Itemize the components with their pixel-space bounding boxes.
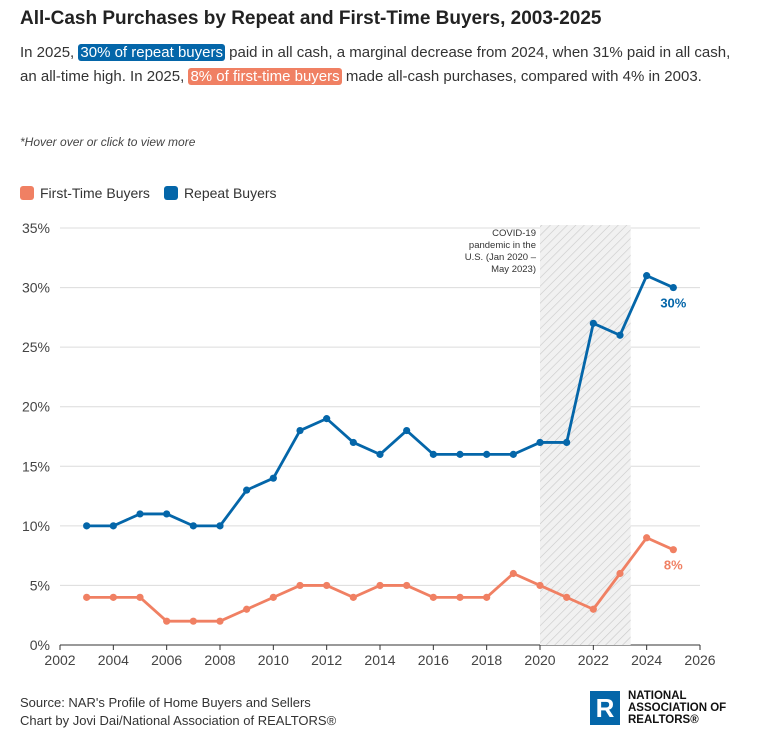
repeat-data-point[interactable]: [669, 283, 677, 292]
repeat-data-point[interactable]: [563, 438, 571, 447]
first-time-data-point[interactable]: [376, 581, 384, 590]
x-tick-label: 2022: [578, 652, 609, 668]
covid-annotation-line: COVID-19: [492, 228, 536, 239]
y-tick-label: 10%: [22, 518, 50, 534]
legend-swatch-repeat: [163, 186, 178, 200]
repeat-data-point[interactable]: [616, 331, 624, 339]
first-time-data-point[interactable]: [429, 593, 437, 601]
repeat-data-point[interactable]: [403, 426, 411, 435]
first-time-data-point[interactable]: [269, 593, 277, 601]
first-time-data-point[interactable]: [296, 581, 304, 590]
legend-label-repeat: Repeat Buyers: [183, 185, 277, 201]
repeat-data-point[interactable]: [429, 450, 437, 458]
first-time-data-point[interactable]: [189, 617, 197, 625]
x-tick-label: 2024: [631, 652, 662, 668]
x-tick-label: 2014: [364, 652, 395, 668]
y-tick-label: 35%: [22, 220, 50, 236]
first-time-data-point[interactable]: [456, 593, 464, 601]
source-text: Source: NAR's Profile of Home Buyers and…: [20, 695, 311, 710]
legend-item-repeat[interactable]: Repeat Buyers: [163, 185, 277, 201]
chart-subtitle: In 2025, 30% of repeat buyers paid in al…: [20, 41, 745, 89]
first-time-data-point[interactable]: [669, 546, 677, 554]
first-time-end-label: 8%: [664, 558, 683, 573]
x-tick-label: 2026: [684, 652, 715, 668]
logo-line-2: ASSOCIATION OF: [628, 702, 727, 714]
repeat-data-point[interactable]: [216, 522, 224, 530]
covid-shaded-region[interactable]: [540, 225, 631, 645]
x-tick-label: 2002: [44, 652, 75, 668]
first-time-data-point[interactable]: [243, 605, 251, 613]
logo-line-3: REALTORS®: [628, 714, 699, 726]
x-tick-label: 2016: [418, 652, 449, 668]
repeat-data-point[interactable]: [376, 450, 384, 458]
first-time-data-point[interactable]: [83, 593, 91, 601]
repeat-data-point[interactable]: [296, 426, 304, 435]
first-time-buyers-highlight[interactable]: 8% of first-time buyers: [188, 68, 342, 85]
repeat-data-point[interactable]: [509, 450, 517, 458]
first-time-data-point[interactable]: [163, 617, 171, 625]
x-tick-label: 2008: [204, 652, 235, 668]
hover-note: *Hover over or click to view more: [20, 135, 196, 149]
repeat-data-point[interactable]: [189, 522, 197, 530]
credit-text: Chart by Jovi Dai/National Association o…: [20, 713, 337, 728]
first-time-data-point[interactable]: [109, 593, 117, 601]
y-tick-label: 5%: [30, 577, 50, 593]
repeat-end-label: 30%: [660, 296, 686, 311]
repeat-data-point[interactable]: [589, 319, 597, 327]
logo-line-1: NATIONAL: [628, 690, 687, 702]
repeat-data-point[interactable]: [456, 450, 464, 458]
repeat-data-point[interactable]: [163, 510, 171, 518]
first-time-data-point[interactable]: [563, 593, 571, 601]
legend-label-first-time: First-Time Buyers: [40, 185, 150, 201]
chart-title: All-Cash Purchases by Repeat and First-T…: [20, 8, 602, 29]
y-tick-label: 25%: [22, 339, 50, 355]
x-tick-label: 2012: [311, 652, 342, 668]
repeat-data-point[interactable]: [483, 450, 491, 458]
repeat-buyers-highlight[interactable]: 30% of repeat buyers: [78, 44, 225, 61]
y-tick-label: 20%: [22, 399, 50, 415]
logo-wordmark: NATIONAL ASSOCIATION OF REALTORS®: [628, 690, 726, 726]
subtitle-text-2: paid in all cash, a marginal decrease fr…: [20, 44, 731, 85]
repeat-data-point[interactable]: [243, 486, 251, 494]
nar-logo: R NATIONAL ASSOCIATION OF REALTORS®: [590, 690, 726, 726]
legend-item-first-time[interactable]: First-Time Buyers: [20, 185, 150, 201]
repeat-data-point[interactable]: [83, 522, 91, 530]
chart-footer: Source: NAR's Profile of Home Buyers and…: [20, 694, 336, 730]
first-time-data-point[interactable]: [589, 605, 597, 613]
first-time-data-point[interactable]: [536, 581, 544, 590]
repeat-data-point[interactable]: [349, 438, 357, 447]
first-time-data-point[interactable]: [643, 534, 651, 542]
x-tick-label: 2010: [258, 652, 289, 668]
first-time-data-point[interactable]: [136, 593, 144, 601]
y-tick-label: 15%: [22, 458, 50, 474]
first-time-data-point[interactable]: [403, 581, 411, 590]
first-time-data-point[interactable]: [509, 569, 517, 578]
repeat-data-point[interactable]: [536, 438, 544, 447]
x-tick-label: 2004: [98, 652, 129, 668]
first-time-data-point[interactable]: [349, 593, 357, 601]
realtor-r-icon: R: [590, 691, 620, 725]
covid-annotation-line: pandemic in the: [469, 240, 536, 251]
x-tick-label: 2018: [471, 652, 502, 668]
covid-annotation-line: U.S. (Jan 2020 –: [465, 252, 537, 263]
repeat-data-point[interactable]: [323, 415, 331, 423]
repeat-data-point[interactable]: [269, 474, 277, 482]
subtitle-text-3: made all-cash purchases, compared with 4…: [341, 68, 702, 85]
first-time-data-point[interactable]: [483, 593, 491, 601]
y-tick-label: 0%: [30, 637, 50, 653]
first-time-data-point[interactable]: [216, 617, 224, 625]
first-time-data-point[interactable]: [323, 581, 331, 590]
first-time-data-point[interactable]: [616, 569, 624, 578]
x-tick-label: 2020: [524, 652, 555, 668]
chart-legend: First-Time Buyers Repeat Buyers: [20, 185, 291, 201]
repeat-data-point[interactable]: [643, 272, 651, 280]
y-tick-label: 30%: [22, 280, 50, 296]
covid-annotation-line: May 2023): [491, 264, 536, 275]
x-tick-label: 2006: [151, 652, 182, 668]
subtitle-text-1: In 2025,: [20, 44, 79, 61]
legend-swatch-first-time: [20, 186, 34, 200]
repeat-data-point[interactable]: [136, 510, 144, 518]
repeat-data-point[interactable]: [109, 522, 117, 530]
